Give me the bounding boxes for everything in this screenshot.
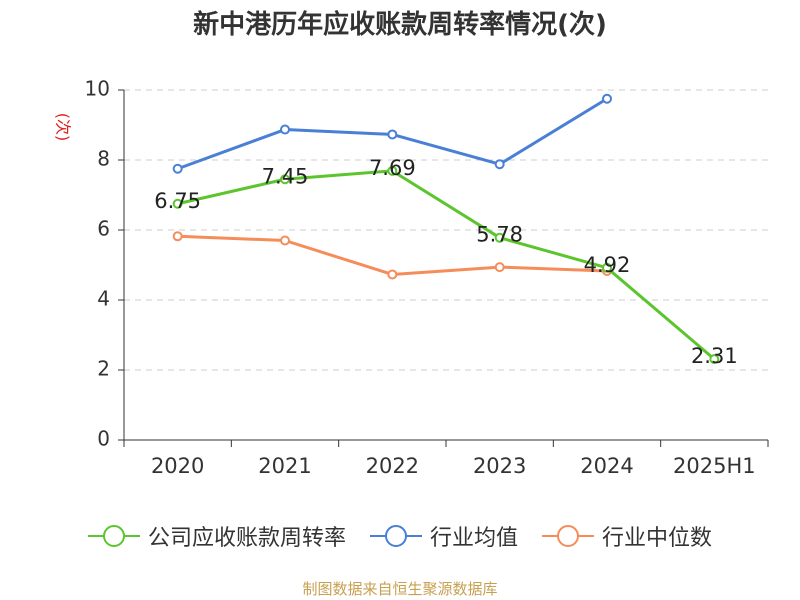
x-tick-label: 2020 — [151, 454, 204, 478]
legend-item[interactable]: 公司应收账款周转率 — [87, 520, 346, 552]
data-point — [280, 235, 290, 246]
data-point — [602, 262, 612, 273]
data-label: 4.92 — [584, 253, 631, 277]
source-note: 制图数据来自恒生聚源数据库 — [302, 580, 498, 598]
series-line — [177, 169, 716, 361]
x-tick-label: 2024 — [580, 454, 633, 478]
x-tick-label: 2023 — [473, 454, 526, 478]
data-labels: 6.75 7.45 7.69 5.78 4.92 2.31 — [154, 156, 737, 368]
series-line — [177, 234, 608, 276]
legend-item[interactable]: 行业中位数 — [542, 520, 712, 552]
legend-item[interactable]: 行业均值 — [369, 520, 518, 552]
legend: 公司应收账款周转率 行业均值 行业中位数 — [0, 518, 800, 554]
grid-lines — [124, 89, 768, 371]
data-label: 6.75 — [154, 189, 201, 213]
y-tick-label: 4 — [97, 287, 110, 311]
data-label: 2.31 — [691, 344, 738, 368]
data-point — [709, 354, 720, 365]
legend-marker-icon — [542, 525, 594, 547]
data-point — [280, 174, 290, 185]
y-tick-label: 8 — [97, 147, 110, 171]
y-tick-label: 0 — [97, 427, 110, 451]
y-axis-label: (次) — [54, 113, 73, 142]
data-point — [387, 165, 398, 176]
data-point — [494, 262, 505, 273]
y-tick-label: 6 — [97, 217, 110, 241]
data-point — [387, 129, 398, 140]
series-lines — [172, 93, 720, 365]
x-tick-label: 2025H1 — [673, 454, 756, 478]
data-point — [494, 159, 505, 170]
axes: 0 2 4 6 8 10 2020 2021 2022 2023 2024 2025H1 — [85, 77, 769, 478]
data-label: 7.45 — [262, 164, 309, 188]
legend-marker-icon — [369, 525, 422, 547]
data-point — [494, 232, 505, 243]
y-tick-label: 10 — [85, 77, 110, 101]
data-point — [172, 231, 183, 242]
data-label: 7.69 — [369, 156, 416, 180]
legend-label: 行业中位数 — [602, 526, 713, 551]
legend-label: 行业均值 — [429, 526, 518, 551]
chart-title: 新中港历年应收账款周转率情况(次) — [193, 10, 607, 40]
x-tick-label: 2022 — [366, 454, 419, 478]
data-point — [172, 198, 183, 209]
legend-label: 公司应收账款周转率 — [147, 526, 346, 551]
data-point — [172, 163, 183, 174]
data-label: 5.78 — [476, 223, 523, 247]
data-point — [280, 124, 290, 135]
data-point — [602, 93, 612, 104]
legend-marker-icon — [87, 525, 140, 547]
data-point — [387, 269, 398, 280]
y-tick-label: 2 — [97, 357, 110, 381]
x-tick-label: 2021 — [258, 454, 311, 478]
